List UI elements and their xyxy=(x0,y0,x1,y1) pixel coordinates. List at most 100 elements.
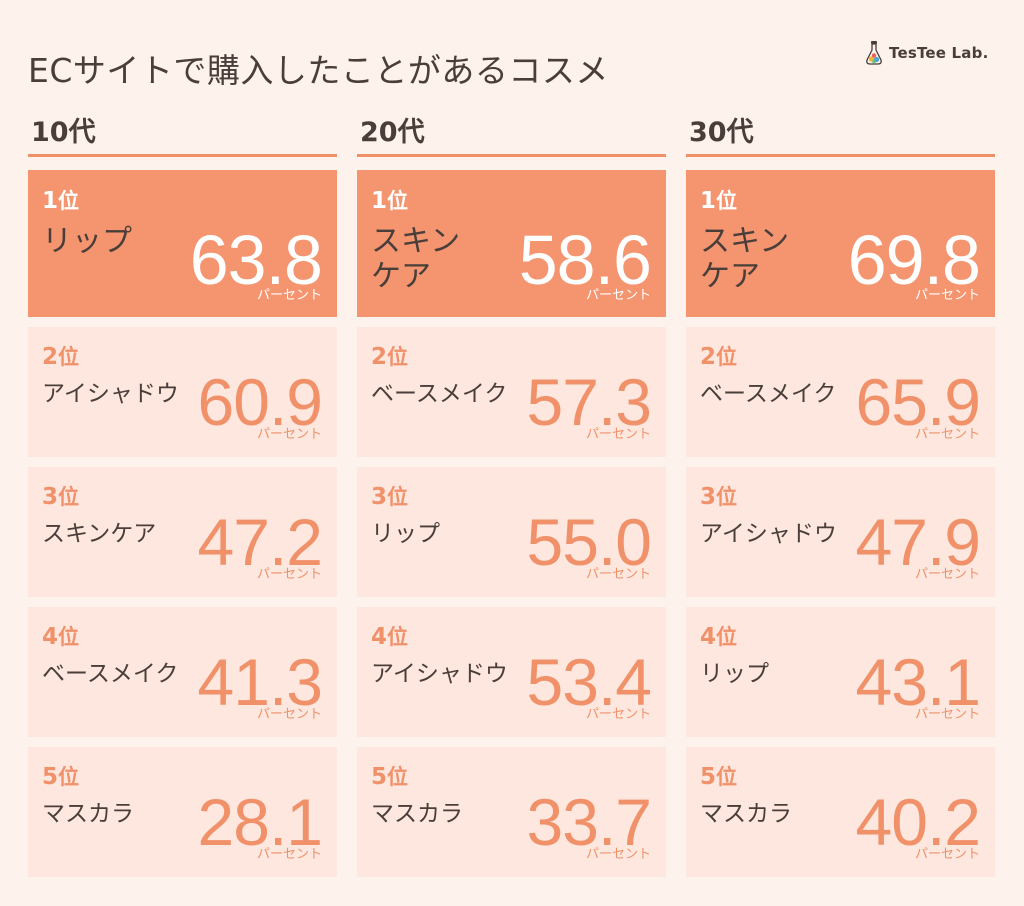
item-name: リップ xyxy=(42,224,132,259)
rank-label: 2位 xyxy=(700,341,737,371)
percent-value: 47.2 xyxy=(197,505,323,579)
rank-suffix: 位 xyxy=(716,765,738,789)
rank-card: 2位 ベースメイク 57.3 パーセント xyxy=(357,327,666,457)
rank-number: 4 xyxy=(700,624,717,650)
percent-value: 55.0 xyxy=(526,505,652,579)
rank-suffix: 位 xyxy=(58,345,80,369)
item-name: ベースメイク xyxy=(700,381,837,407)
percent-value: 57.3 xyxy=(526,365,652,439)
rank-card: 2位ベースメイク 65.9 パーセント xyxy=(686,327,995,457)
rank-card: 3位 アイシャドウ 47.9 パーセント xyxy=(686,467,995,597)
rank-number: 3 xyxy=(42,484,59,510)
item-name: マスカラ xyxy=(42,801,134,827)
rank-card: 5位 マスカラ 40.2 パーセント xyxy=(686,747,995,877)
flask-icon xyxy=(864,40,884,66)
rank-label: 5位 xyxy=(42,761,79,791)
percent-value: 47.9 xyxy=(855,505,981,579)
rank-card: 4位ベースメイク 41.3 パーセント xyxy=(28,607,337,737)
rank-suffix: 位 xyxy=(716,625,738,649)
rank-card: 1位スキン ケア 58.6 パーセント xyxy=(357,170,666,317)
unit-label: パーセント xyxy=(914,847,980,862)
rank-card: 1位リップ 63.8 パーセント xyxy=(28,170,337,317)
item-name: ベースメイク xyxy=(42,661,179,687)
rank-suffix: 位 xyxy=(716,345,738,369)
unit-label: パーセント xyxy=(256,567,322,582)
unit-label: パーセント xyxy=(914,288,980,303)
rank-label: 2位 xyxy=(371,341,408,371)
rank-label: 1位 xyxy=(371,185,408,215)
rank-suffix: 位 xyxy=(387,485,409,509)
rank-number: 2 xyxy=(700,344,717,370)
rank-label: 1位 xyxy=(700,185,737,215)
percent-value: 41.3 xyxy=(197,645,323,719)
rank-card: 5位マスカラ 33.7 パーセント xyxy=(357,747,666,877)
unit-label: パーセント xyxy=(585,567,651,582)
item-name: リップ xyxy=(371,521,440,547)
rank-suffix: 位 xyxy=(387,345,409,369)
percent-value: 53.4 xyxy=(526,645,652,719)
age-group-heading: 20代 xyxy=(357,114,666,157)
item-name: アイシャドウ xyxy=(700,521,837,547)
brand-logo: TesTee Lab. xyxy=(864,40,988,66)
percent-value: 69.8 xyxy=(847,221,981,299)
rank-suffix: 位 xyxy=(716,189,738,213)
rank-number: 1 xyxy=(371,188,388,214)
percent-value: 33.7 xyxy=(526,785,652,859)
unit-label: パーセント xyxy=(256,707,322,722)
unit-label: パーセント xyxy=(585,288,651,303)
rank-number: 4 xyxy=(42,624,59,650)
age-column: 30代 1位 スキン ケア 69.8 パーセント 2位 ベースメイク 65.9 パーセント 3位ア… xyxy=(686,114,995,887)
rank-card: 4位 リップ 43.1 パーセント xyxy=(686,607,995,737)
rank-card: 1位 スキン ケア 69.8 パーセント xyxy=(686,170,995,317)
rank-label: 2位 xyxy=(42,341,79,371)
rank-number: 4 xyxy=(371,624,388,650)
rank-card: 5位 マスカラ 28.1 パーセント xyxy=(28,747,337,877)
rank-number: 5 xyxy=(371,764,388,790)
unit-label: パーセント xyxy=(914,567,980,582)
rank-label: 4位 xyxy=(371,621,408,651)
percent-value: 43.1 xyxy=(855,645,981,719)
item-name: マスカラ xyxy=(700,801,792,827)
unit-label: パーセント xyxy=(585,427,651,442)
percent-value: 60.9 xyxy=(197,365,323,439)
age-column: 20代 1位 スキン ケア 58.6 パーセント 2位 ベースメイク 57.3 パーセント 3位リ… xyxy=(357,114,666,887)
item-name: リップ xyxy=(700,661,769,687)
item-name: スキンケア xyxy=(42,521,157,547)
unit-label: パーセント xyxy=(256,847,322,862)
unit-label: パーセント xyxy=(256,288,322,303)
rank-card: 4位 アイシャドウ 53.4 パーセント xyxy=(357,607,666,737)
rank-number: 2 xyxy=(371,344,388,370)
item-name: スキン ケア xyxy=(371,224,461,295)
rank-number: 1 xyxy=(42,188,59,214)
rank-card: 2位アイシャドウ 60.9 パーセント xyxy=(28,327,337,457)
percent-value: 63.8 xyxy=(189,221,323,299)
rank-number: 2 xyxy=(42,344,59,370)
rank-label: 1位 xyxy=(42,185,79,215)
brand-name: TesTee Lab. xyxy=(889,44,989,62)
rank-suffix: 位 xyxy=(58,485,80,509)
item-name: マスカラ xyxy=(371,801,463,827)
rank-number: 1 xyxy=(700,188,717,214)
rank-suffix: 位 xyxy=(387,625,409,649)
rank-number: 3 xyxy=(371,484,388,510)
unit-label: パーセント xyxy=(585,847,651,862)
ranking-table: 10代 1位 リップ 63.8 パーセント 2位 アイシャドウ 60.9 パーセント 3位 スキンケ… xyxy=(28,114,995,887)
unit-label: パーセント xyxy=(914,427,980,442)
rank-suffix: 位 xyxy=(58,625,80,649)
rank-suffix: 位 xyxy=(58,765,80,789)
rank-card: 3位スキンケア 47.2 パーセント xyxy=(28,467,337,597)
percent-value: 65.9 xyxy=(855,365,981,439)
rank-suffix: 位 xyxy=(387,765,409,789)
age-group-heading: 30代 xyxy=(686,114,995,157)
rank-label: 5位 xyxy=(371,761,408,791)
rank-card: 3位リップ 55.0 パーセント xyxy=(357,467,666,597)
rank-suffix: 位 xyxy=(58,189,80,213)
rank-label: 4位 xyxy=(700,621,737,651)
rank-suffix: 位 xyxy=(387,189,409,213)
unit-label: パーセント xyxy=(585,707,651,722)
unit-label: パーセント xyxy=(256,427,322,442)
percent-value: 58.6 xyxy=(518,221,652,299)
page-title: ECサイトで購入したことがあるコスメ xyxy=(28,51,609,90)
item-name: アイシャドウ xyxy=(42,381,179,407)
rank-number: 5 xyxy=(42,764,59,790)
